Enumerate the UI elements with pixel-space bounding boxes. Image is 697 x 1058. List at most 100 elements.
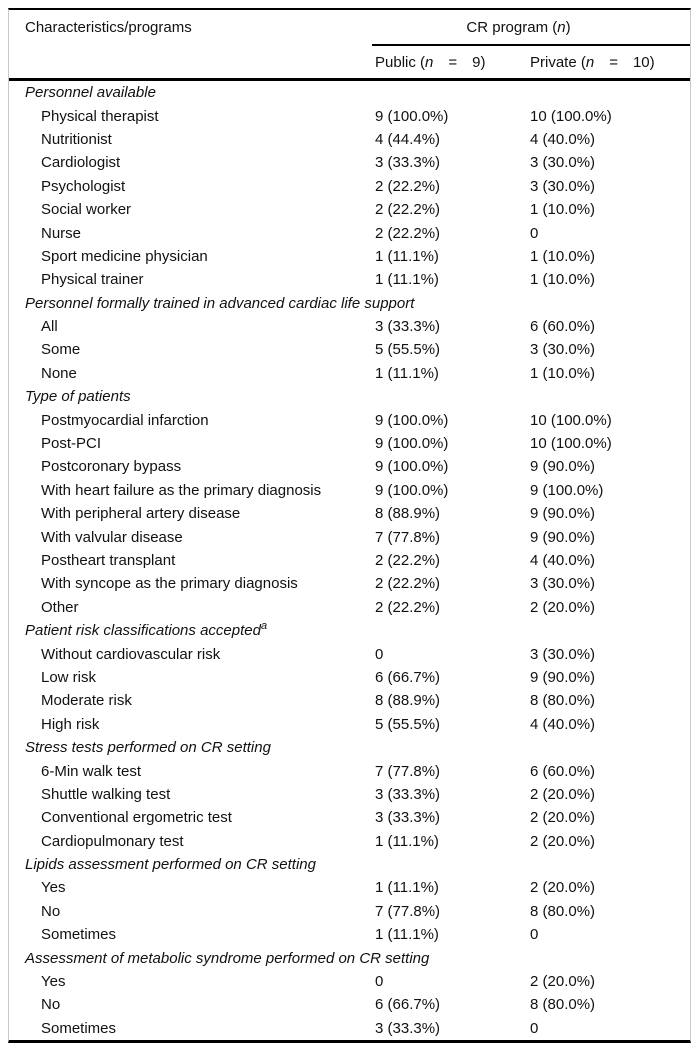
table-row: Low risk 6 (66.7%) 9 (90.0%)	[9, 666, 690, 689]
public-value: 5 (55.5%)	[375, 341, 441, 359]
table-row: Other 2 (22.2%) 2 (20.0%)	[9, 596, 690, 619]
public-value: 9 (100.0%)	[375, 107, 449, 125]
table-row: Postcoronary bypass 9 (100.0%) 9 (90.0%)	[9, 455, 690, 478]
private-value: 6 (60.0%)	[530, 762, 596, 780]
row-label: Postcoronary bypass	[41, 458, 182, 476]
table-row: Shuttle walking test 3 (33.3%) 2 (20.0%)	[9, 783, 690, 806]
equals-sign: =	[448, 53, 458, 71]
row-label: Sometimes	[41, 926, 117, 944]
row-label: Conventional ergometric test	[41, 809, 232, 827]
section-title-text: Stress tests performed on CR setting	[25, 739, 271, 757]
public-value: 0	[375, 973, 384, 991]
row-label: Without cardiovascular risk	[41, 645, 221, 663]
row-label: Moderate risk	[41, 692, 132, 710]
table-row: Cardiopulmonary test 1 (11.1%) 2 (20.0%)	[9, 830, 690, 853]
public-value: 2 (22.2%)	[375, 224, 441, 242]
section-title: Stress tests performed on CR setting	[9, 739, 375, 756]
public-value: 6 (66.7%)	[375, 996, 441, 1014]
table-row: No 6 (66.7%) 8 (80.0%)	[9, 993, 690, 1016]
row-label: No	[41, 902, 61, 920]
private-value: 3 (30.0%)	[530, 177, 596, 195]
public-value: 7 (77.8%)	[375, 528, 441, 546]
row-label: Psychologist	[41, 177, 126, 195]
row-label: With syncope as the primary diagnosis	[41, 575, 298, 593]
row-label: Shuttle walking test	[41, 785, 171, 803]
section-title: Patient risk classifications accepteda	[9, 620, 375, 640]
n-symbol: n	[585, 53, 595, 71]
private-value: 4 (40.0%)	[530, 715, 596, 733]
section-header-row: Lipids assessment performed on CR settin…	[9, 853, 690, 876]
private-value: 2 (20.0%)	[530, 879, 596, 897]
section-header-row: Patient risk classifications accepteda	[9, 619, 690, 642]
public-label-text: Public (	[375, 53, 426, 71]
row-label: With valvular disease	[41, 528, 183, 546]
row-label: Some	[41, 341, 81, 359]
header-bottom-rule	[9, 78, 690, 81]
row-label: Nurse	[41, 224, 82, 242]
row-label: Sometimes	[41, 1019, 117, 1037]
n-symbol: n	[425, 53, 434, 71]
row-label: Other	[41, 598, 79, 616]
private-value: 3 (30.0%)	[530, 154, 596, 172]
table-row: Some 5 (55.5%) 3 (30.0%)	[9, 338, 690, 361]
table-row: Postheart transplant 2 (22.2%) 4 (40.0%)	[9, 549, 690, 572]
table-row: Social worker 2 (22.2%) 1 (10.0%)	[9, 198, 690, 221]
private-value: 8 (80.0%)	[530, 996, 596, 1014]
row-label: With peripheral artery disease	[41, 505, 241, 523]
table-row: None 1 (11.1%) 1 (10.0%)	[9, 362, 690, 385]
section-title-text: Personnel formally trained in advanced c…	[25, 294, 415, 312]
table-row: Physical trainer 1 (11.1%) 1 (10.0%)	[9, 268, 690, 291]
public-value: 2 (22.2%)	[375, 552, 441, 569]
row-label: Yes	[41, 973, 66, 991]
private-count: 10)	[632, 53, 655, 71]
public-value: 9 (100.0%)	[375, 481, 449, 499]
row-label: Postmyocardial infarction	[41, 411, 209, 429]
table-row: Nutritionist 4 (44.4%) 4 (40.0%)	[9, 128, 690, 151]
table-row: Moderate risk 8 (88.9%) 8 (80.0%)	[9, 689, 690, 712]
private-value: 2 (20.0%)	[530, 809, 596, 827]
row-label: With heart failure as the primary diagno…	[41, 481, 322, 499]
public-value: 1 (11.1%)	[375, 271, 439, 289]
section-title: Personnel formally trained in advanced c…	[9, 295, 414, 312]
public-value: 3 (33.3%)	[375, 154, 441, 172]
table-row: High risk 5 (55.5%) 4 (40.0%)	[9, 713, 690, 736]
private-value: 8 (80.0%)	[530, 902, 596, 920]
column-header-public: Public (n = 9)	[375, 54, 530, 71]
public-count: 9)	[472, 53, 486, 71]
section-title-text: Type of patients	[25, 388, 131, 406]
private-value: 2 (20.0%)	[530, 598, 596, 616]
section-title: Assessment of metabolic syndrome perform…	[9, 950, 429, 967]
row-label: Nutritionist	[41, 130, 112, 148]
table-row: With syncope as the primary diagnosis 2 (…	[9, 572, 690, 595]
table-row: With valvular disease 7 (77.8%) 9 (90.0%)	[9, 525, 690, 548]
public-value: 9 (100.0%)	[375, 411, 449, 429]
section-title: Type of patients	[9, 388, 375, 405]
table-row: Without cardiovascular risk 0 3 (30.0%)	[9, 642, 690, 665]
column-group-header-cr-program: CR program (n)	[375, 19, 690, 36]
section-title-text: Patient risk classifications accepted	[25, 622, 261, 640]
private-value: 6 (60.0%)	[530, 318, 596, 336]
row-label: Postheart transplant	[41, 552, 176, 569]
section-header-row: Personnel available	[9, 81, 690, 104]
table-header-row-1: Characteristics/programs CR program (n)	[9, 10, 690, 44]
public-value: 3 (33.3%)	[375, 785, 441, 803]
table-row: No 7 (77.8%) 8 (80.0%)	[9, 900, 690, 923]
row-label: None	[41, 364, 77, 382]
private-value: 10 (100.0%)	[530, 411, 612, 429]
private-value: 9 (100.0%)	[530, 481, 604, 499]
section-header-row: Stress tests performed on CR setting	[9, 736, 690, 759]
cr-program-text: CR program (	[466, 18, 558, 36]
private-value: 9 (90.0%)	[530, 505, 596, 523]
table-row: Nurse 2 (22.2%) 0	[9, 221, 690, 244]
public-value: 3 (33.3%)	[375, 318, 441, 336]
public-value: 1 (11.1%)	[375, 247, 439, 265]
table-row: Yes 1 (11.1%) 2 (20.0%)	[9, 876, 690, 899]
public-value: 9 (100.0%)	[375, 435, 449, 453]
public-value: 8 (88.9%)	[375, 505, 441, 523]
section-title-text: Lipids assessment performed on CR settin…	[25, 856, 316, 874]
footnote-marker: a	[260, 620, 268, 633]
row-label: Cardiopulmonary test	[41, 832, 184, 850]
section-header-row: Type of patients	[9, 385, 690, 408]
row-label: Low risk	[41, 668, 97, 686]
table-row: Sometimes 3 (33.3%) 0	[9, 1017, 690, 1040]
